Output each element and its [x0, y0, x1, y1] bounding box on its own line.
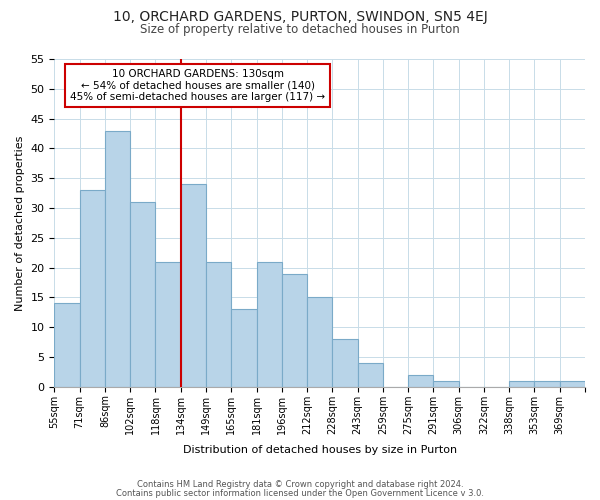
Bar — [130, 202, 155, 387]
Bar — [358, 363, 383, 387]
Text: Contains HM Land Registry data © Crown copyright and database right 2024.: Contains HM Land Registry data © Crown c… — [137, 480, 463, 489]
Bar — [307, 298, 332, 387]
Bar — [257, 262, 282, 387]
Bar — [206, 262, 231, 387]
Y-axis label: Number of detached properties: Number of detached properties — [15, 135, 25, 310]
Bar — [509, 381, 535, 387]
Bar — [535, 381, 560, 387]
Bar — [408, 375, 433, 387]
Text: 10, ORCHARD GARDENS, PURTON, SWINDON, SN5 4EJ: 10, ORCHARD GARDENS, PURTON, SWINDON, SN… — [113, 10, 487, 24]
Bar — [332, 339, 358, 387]
Bar — [80, 190, 105, 387]
Bar — [181, 184, 206, 387]
Bar — [155, 262, 181, 387]
Text: Contains public sector information licensed under the Open Government Licence v : Contains public sector information licen… — [116, 488, 484, 498]
Bar — [55, 304, 80, 387]
Bar — [560, 381, 585, 387]
Bar — [105, 130, 130, 387]
Bar — [231, 310, 257, 387]
Text: 10 ORCHARD GARDENS: 130sqm
← 54% of detached houses are smaller (140)
45% of sem: 10 ORCHARD GARDENS: 130sqm ← 54% of deta… — [70, 69, 325, 102]
Bar — [282, 274, 307, 387]
Bar — [433, 381, 458, 387]
Text: Size of property relative to detached houses in Purton: Size of property relative to detached ho… — [140, 22, 460, 36]
X-axis label: Distribution of detached houses by size in Purton: Distribution of detached houses by size … — [182, 445, 457, 455]
